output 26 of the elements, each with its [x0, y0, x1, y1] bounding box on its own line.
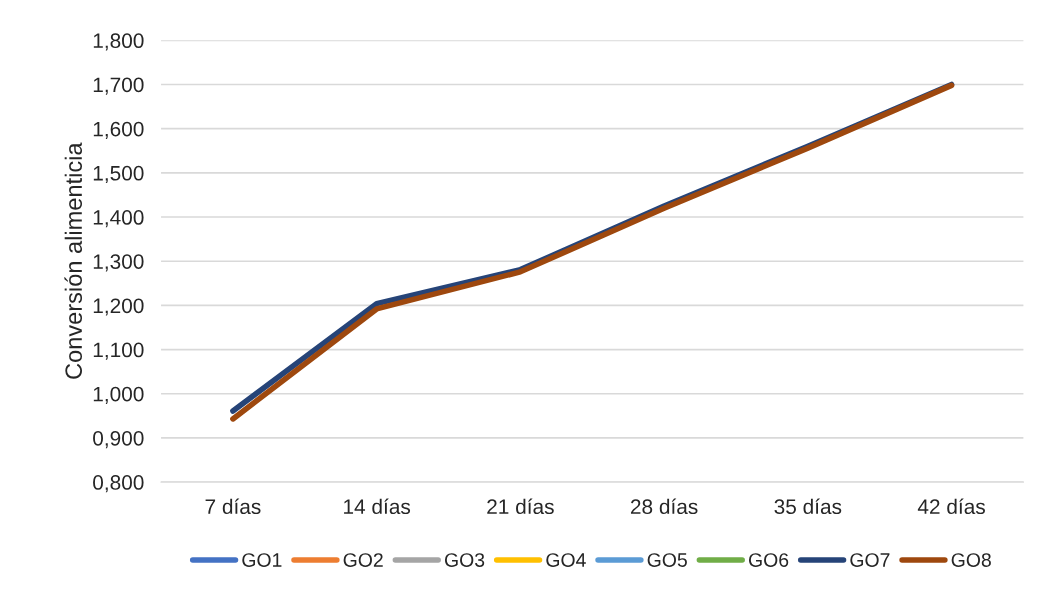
- y-tick-label: 1,300: [93, 254, 144, 272]
- y-tick-label: 1,200: [93, 298, 144, 316]
- y-tick-label: 1,800: [93, 33, 144, 51]
- legend-label: GO5: [647, 553, 687, 567]
- x-tick-label: 21 días: [487, 498, 554, 515]
- x-tick-label: 28 días: [630, 498, 698, 515]
- y-tick-label: 1,400: [93, 210, 144, 228]
- y-tick-label: 1,000: [93, 386, 144, 404]
- y-axis-title: Conversión alimenticia: [64, 142, 83, 379]
- y-tick-label: 0,800: [93, 475, 144, 493]
- y-tick-label: 0,900: [93, 430, 144, 449]
- legend-label: GO1: [242, 553, 282, 567]
- x-tick-label: 42 días: [917, 498, 985, 515]
- y-tick-label: 1,100: [93, 342, 144, 360]
- x-tick-label: 14 días: [344, 498, 411, 515]
- y-tick-label: 1,600: [93, 121, 144, 139]
- legend-label: GO8: [951, 553, 991, 567]
- y-tick-label: 1,700: [93, 77, 144, 95]
- legend-label: GO3: [444, 553, 485, 567]
- legend-label: GO7: [850, 553, 890, 567]
- legend-label: GO4: [546, 553, 586, 567]
- x-tick-label: 7 días: [205, 498, 261, 515]
- y-tick-label: 1,500: [93, 165, 144, 184]
- legend-label: GO2: [343, 553, 383, 567]
- x-tick-label: 35 días: [774, 498, 842, 515]
- legend-label: GO6: [748, 553, 789, 567]
